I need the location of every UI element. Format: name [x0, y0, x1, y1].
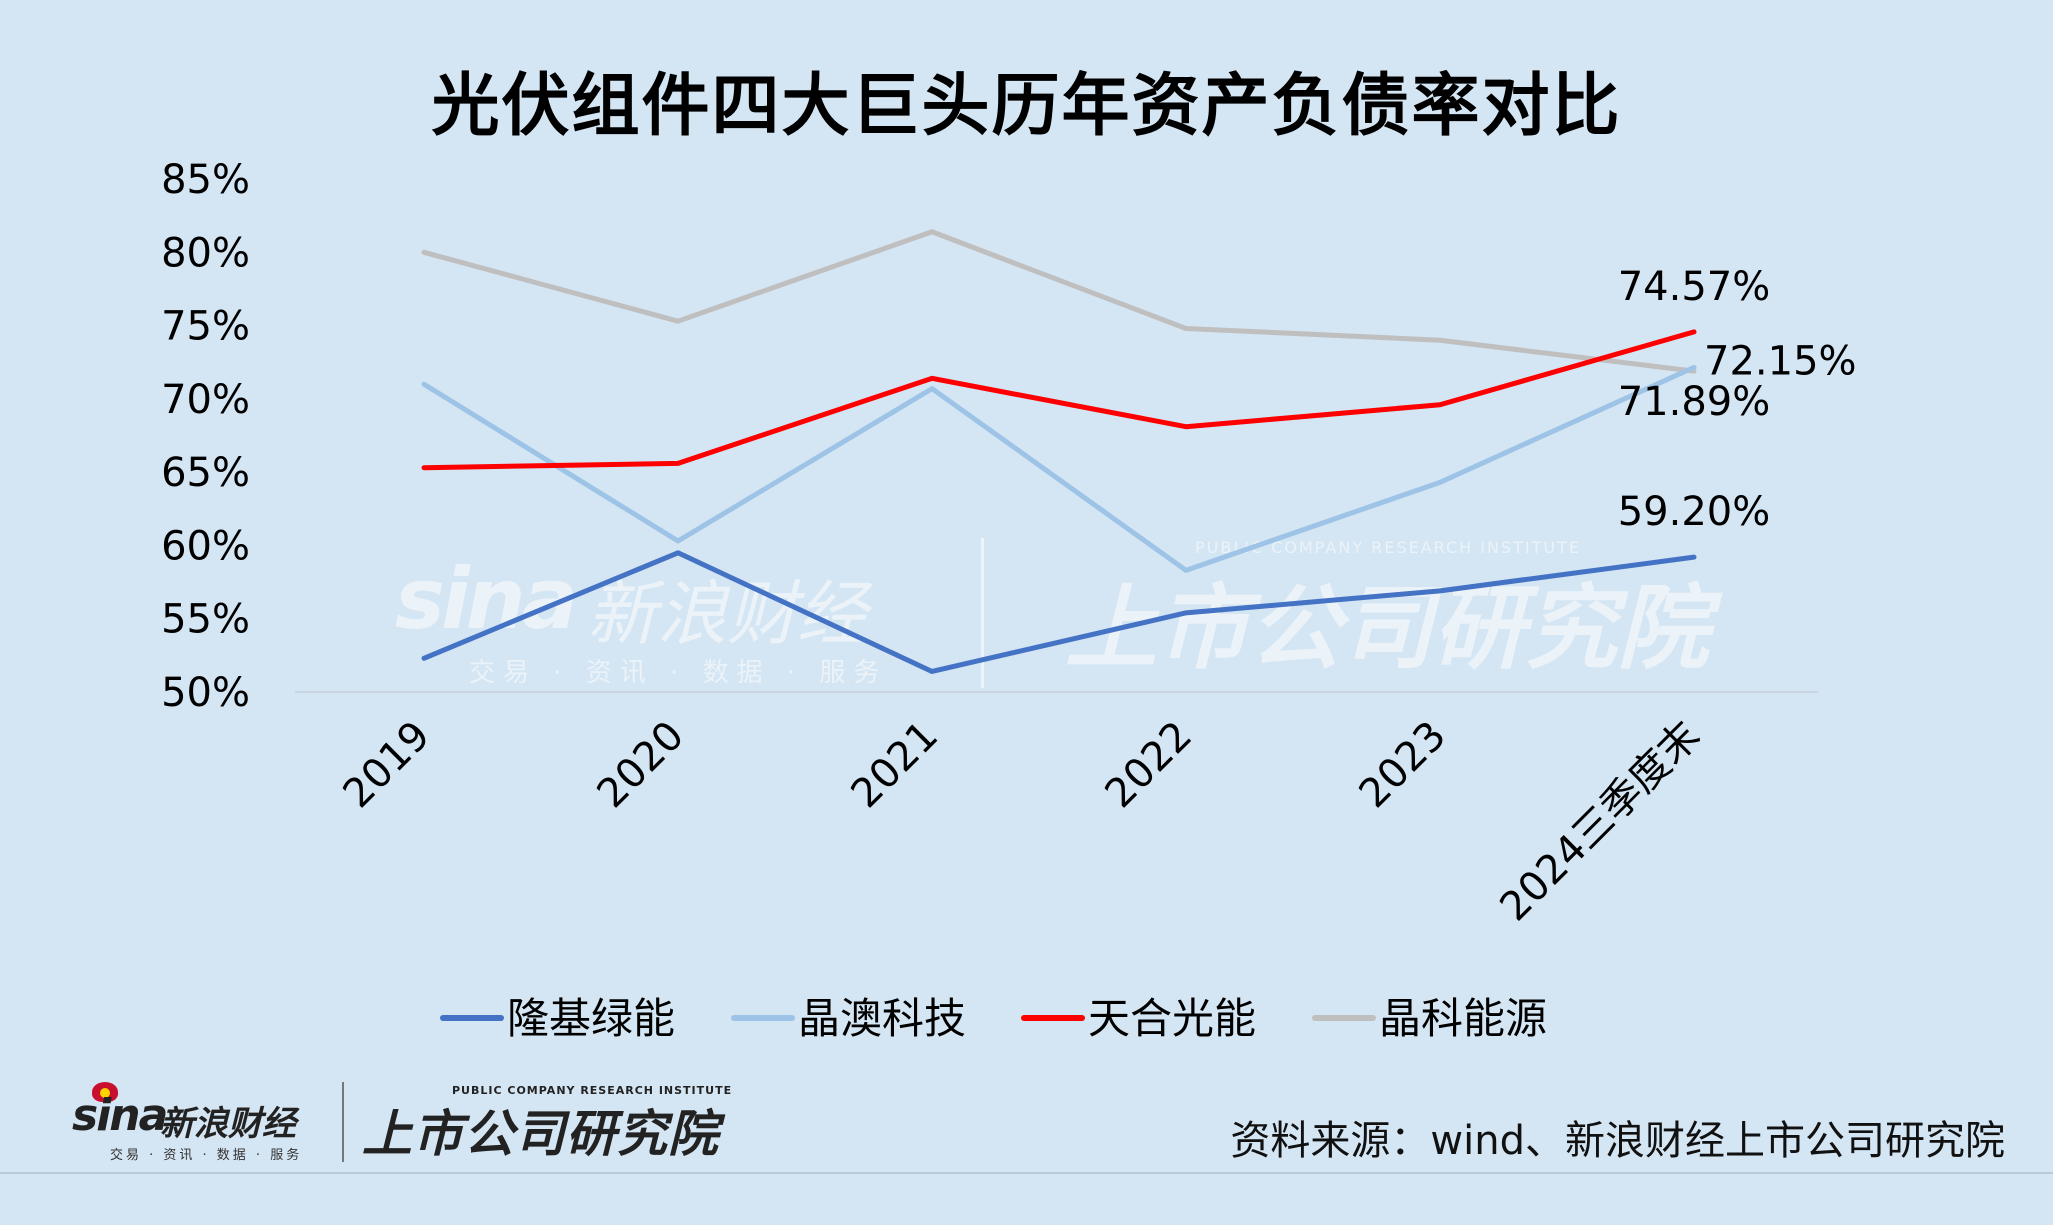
y-tick-label: 85%: [161, 157, 250, 203]
y-tick-label: 50%: [161, 670, 250, 716]
x-tick-label: 2022: [1097, 713, 1202, 818]
x-tick-label: 2024三季度末: [1491, 713, 1709, 931]
footer-divider: [0, 1172, 2053, 1174]
x-tick-label: 2020: [589, 713, 694, 818]
y-tick-label: 65%: [161, 450, 250, 496]
source-note: 资料来源：wind、新浪财经上市公司研究院: [1230, 1118, 2005, 1164]
series-line: [421, 329, 1697, 471]
research-logo-cn: 上市公司研究院: [362, 1105, 719, 1163]
logo-divider: [342, 1082, 344, 1162]
data-label: 74.57%: [1618, 264, 1771, 310]
y-tick-label: 80%: [161, 230, 250, 276]
sina-eye-icon: [92, 1082, 118, 1102]
legend-label: 晶科能源: [1379, 994, 1547, 1043]
y-tick-label: 55%: [161, 597, 250, 643]
y-tick-label: 60%: [161, 523, 250, 569]
series-line: [421, 229, 1697, 374]
legend-label: 晶澳科技: [798, 994, 966, 1043]
sina-logo-sub: 交易 · 资讯 · 数据 · 服务: [110, 1148, 303, 1163]
data-label: 71.89%: [1618, 379, 1771, 425]
research-logo-en: PUBLIC COMPANY RESEARCH INSTITUTE: [452, 1084, 733, 1097]
series-line: [421, 550, 1697, 674]
legend-label: 隆基绿能: [507, 994, 675, 1043]
data-label: 59.20%: [1618, 489, 1771, 535]
sina-logo-word: sina: [72, 1090, 168, 1141]
series-line: [421, 364, 1697, 573]
x-tick-label: 2023: [1351, 713, 1456, 818]
y-tick-label: 70%: [161, 377, 250, 423]
legend-label: 天合光能: [1088, 994, 1256, 1043]
footer-logo: sina 新浪财经 交易 · 资讯 · 数据 · 服务 PUBLIC COMPA…: [72, 1082, 733, 1163]
y-tick-label: 75%: [161, 304, 250, 350]
x-tick-label: 2021: [843, 713, 948, 818]
sina-logo-cn: 新浪财经: [160, 1104, 296, 1144]
x-tick-label: 2019: [335, 713, 440, 818]
chart-title: 光伏组件四大巨头历年资产负债率对比: [431, 67, 1622, 146]
data-label: 72.15%: [1704, 338, 1857, 384]
